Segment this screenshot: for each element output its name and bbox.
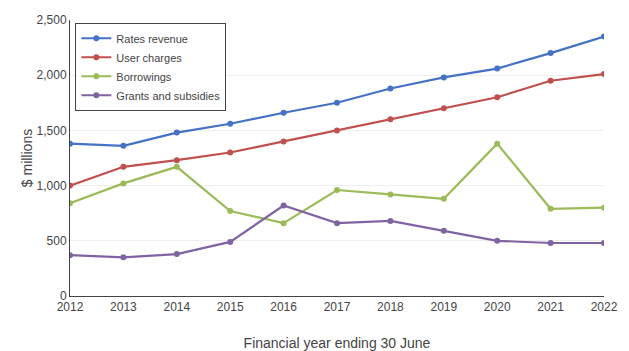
svg-text:Financial year ending 30 June: Financial year ending 30 June [244,335,431,351]
svg-text:2013: 2013 [110,300,137,314]
svg-text:User charges: User charges [116,52,182,64]
svg-text:Borrowings: Borrowings [116,71,172,83]
svg-text:$ millions: $ millions [19,129,35,187]
svg-text:2017: 2017 [324,300,351,314]
svg-text:2022: 2022 [591,300,618,314]
svg-text:1,500: 1,500 [37,124,67,138]
svg-text:2,000: 2,000 [37,68,67,82]
svg-text:1,000: 1,000 [37,179,67,193]
svg-text:2018: 2018 [377,300,404,314]
svg-text:0: 0 [60,289,67,303]
svg-text:2016: 2016 [270,300,297,314]
svg-text:2020: 2020 [484,300,511,314]
svg-text:2021: 2021 [537,300,564,314]
svg-text:Grants and subsidies: Grants and subsidies [116,90,220,102]
svg-text:2012: 2012 [57,300,84,314]
svg-text:Rates revenue: Rates revenue [116,33,188,45]
svg-text:2014: 2014 [163,300,190,314]
svg-text:500: 500 [47,234,67,248]
svg-text:2015: 2015 [217,300,244,314]
svg-text:2,500: 2,500 [37,13,67,27]
svg-text:2019: 2019 [430,300,457,314]
